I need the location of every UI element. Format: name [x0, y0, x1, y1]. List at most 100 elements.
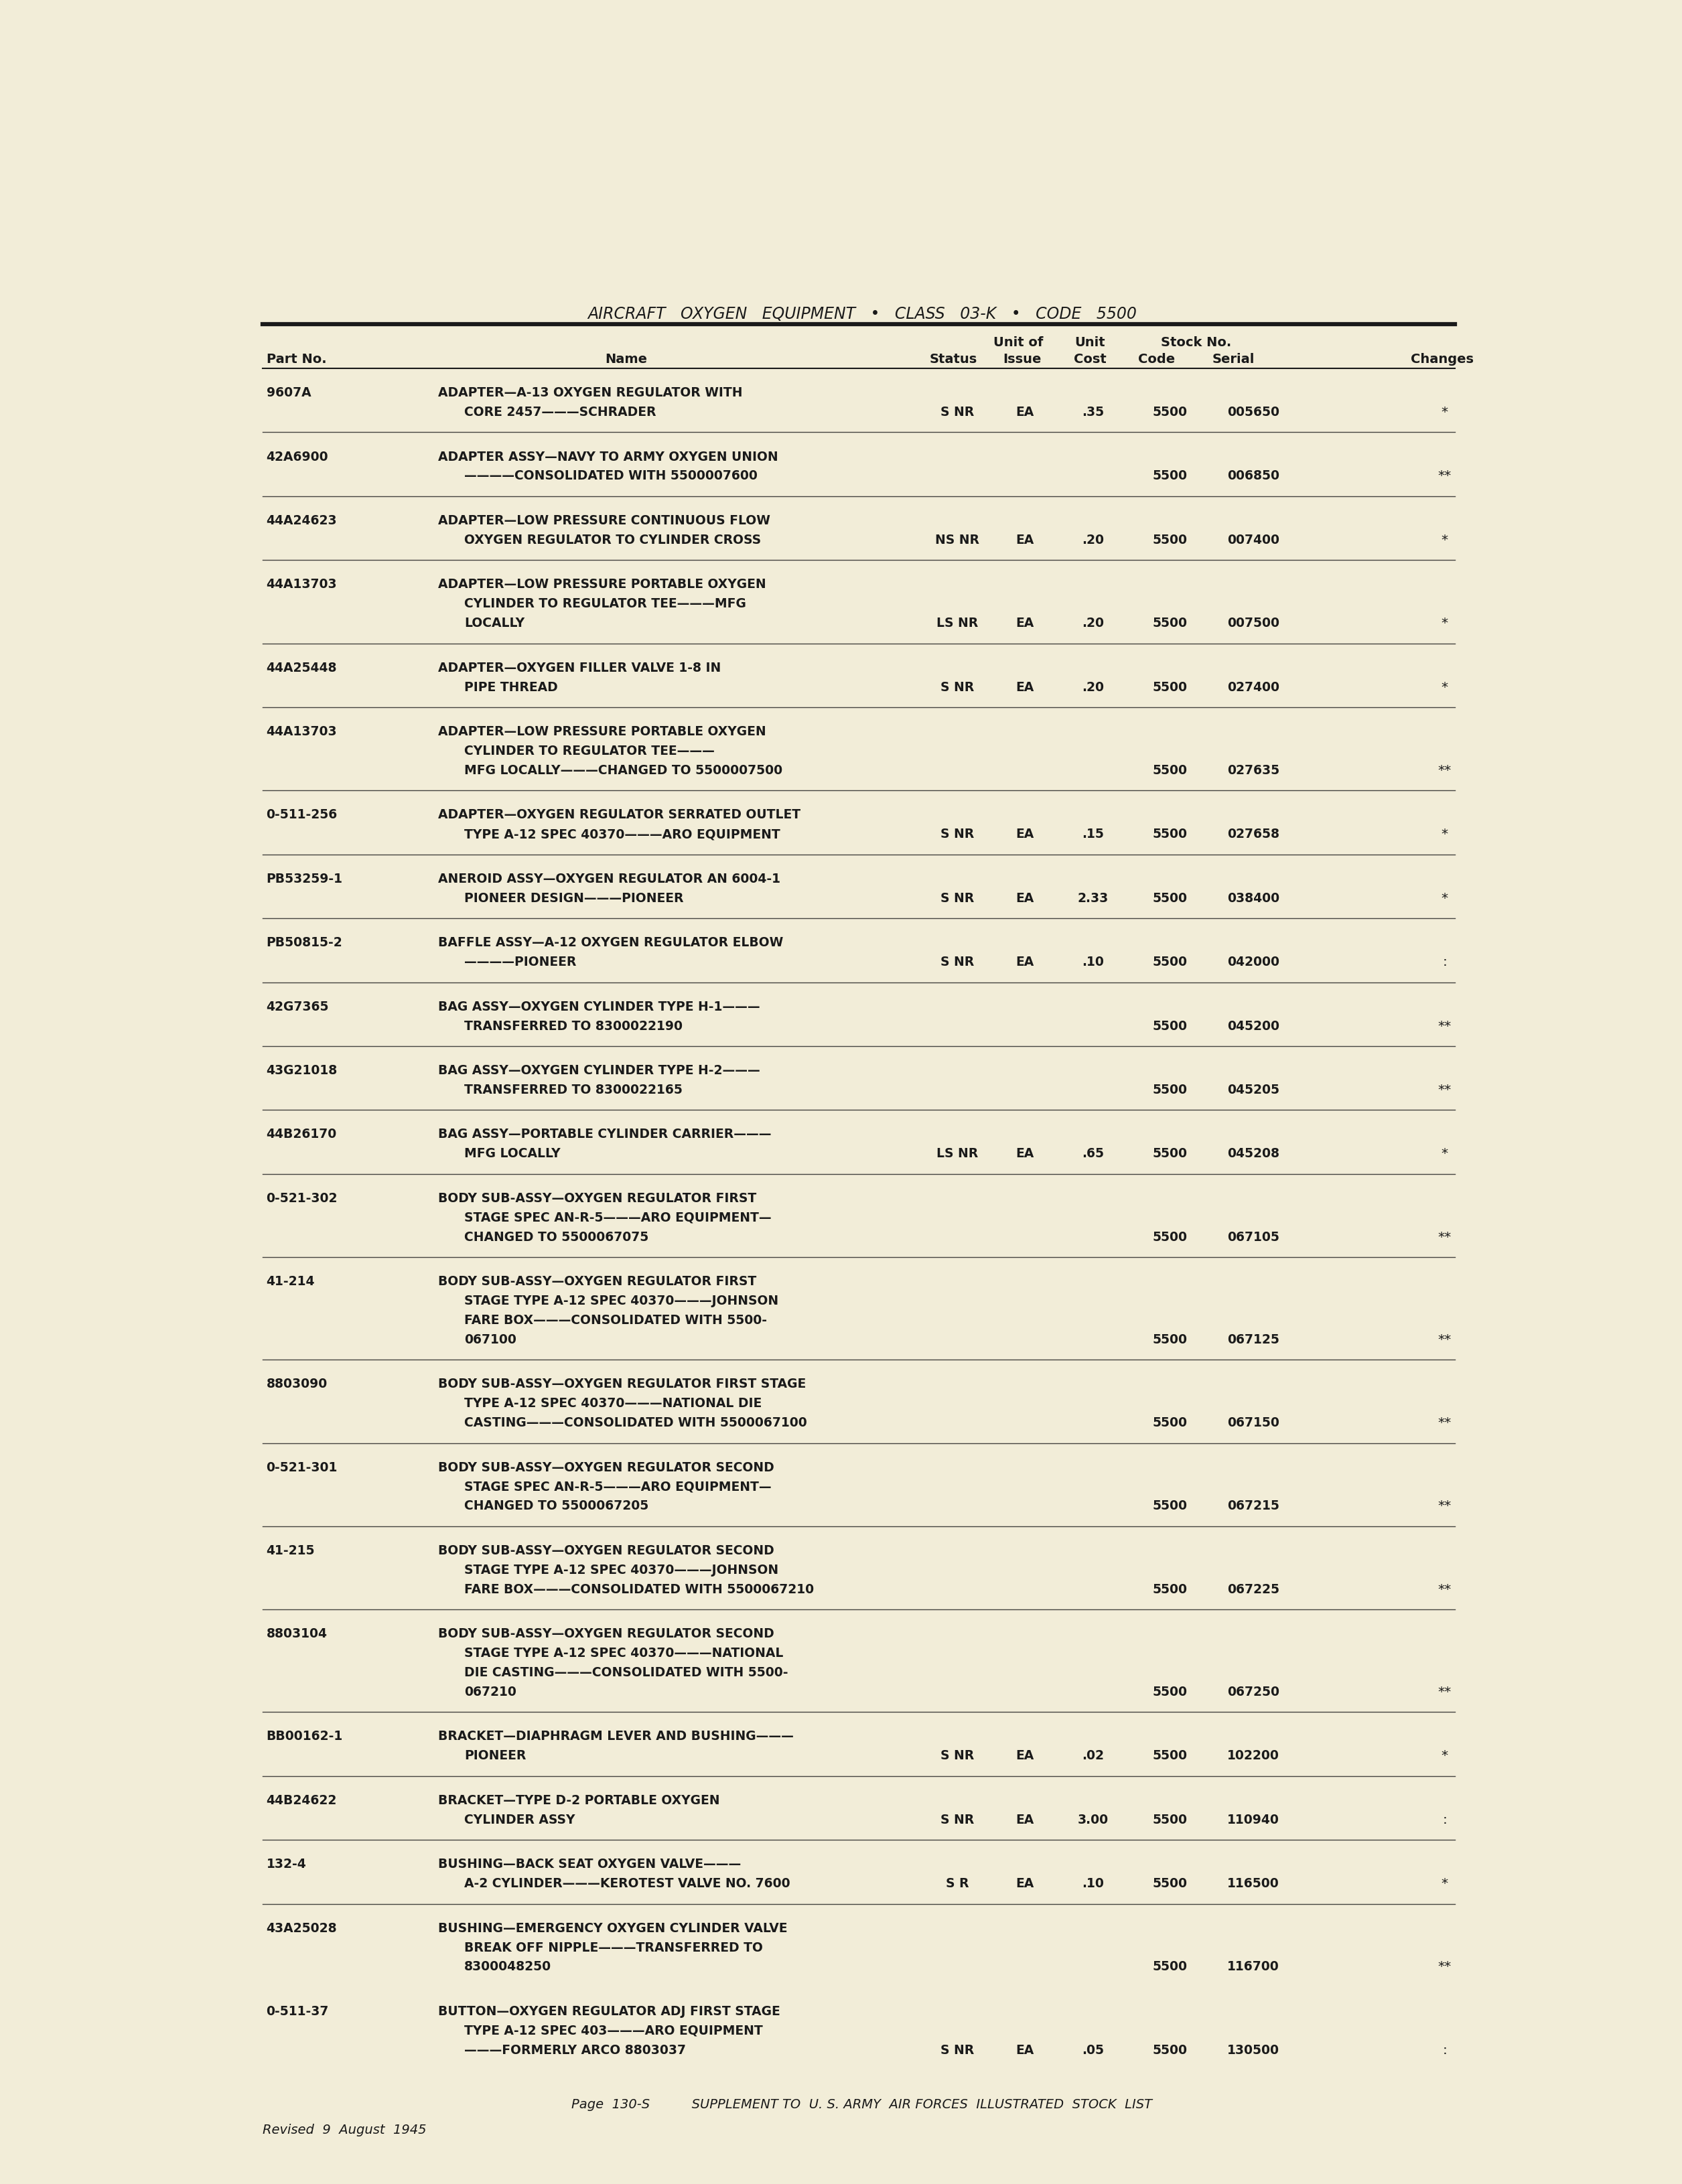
Text: EA: EA	[1016, 2044, 1034, 2057]
Text: 5500: 5500	[1152, 1813, 1187, 1826]
Text: EA: EA	[1016, 616, 1034, 629]
Text: PIPE THREAD: PIPE THREAD	[464, 681, 558, 695]
Text: 43A25028: 43A25028	[266, 1922, 336, 1935]
Text: Cost: Cost	[1073, 354, 1107, 365]
Text: 0-521-302: 0-521-302	[266, 1192, 338, 1206]
Text: 067125: 067125	[1228, 1332, 1280, 1345]
Text: 5500: 5500	[1152, 1961, 1187, 1974]
Text: EA: EA	[1016, 1813, 1034, 1826]
Text: 41-214: 41-214	[266, 1275, 315, 1289]
Text: S NR: S NR	[940, 681, 974, 695]
Text: S NR: S NR	[940, 891, 974, 904]
Text: ADAPTER—A-13 OXYGEN REGULATOR WITH: ADAPTER—A-13 OXYGEN REGULATOR WITH	[439, 387, 743, 400]
Text: 0-521-301: 0-521-301	[266, 1461, 338, 1474]
Text: 042000: 042000	[1228, 957, 1280, 968]
Text: BAFFLE ASSY—A-12 OXYGEN REGULATOR ELBOW: BAFFLE ASSY—A-12 OXYGEN REGULATOR ELBOW	[439, 937, 784, 950]
Text: *: *	[1441, 1878, 1448, 1889]
Text: 5500: 5500	[1152, 957, 1187, 968]
Text: 43G21018: 43G21018	[266, 1064, 338, 1077]
Text: ADAPTER—LOW PRESSURE CONTINUOUS FLOW: ADAPTER—LOW PRESSURE CONTINUOUS FLOW	[439, 515, 770, 526]
Text: ANEROID ASSY—OXYGEN REGULATOR AN 6004-1: ANEROID ASSY—OXYGEN REGULATOR AN 6004-1	[439, 874, 780, 885]
Text: 5500: 5500	[1152, 1020, 1187, 1033]
Text: 5500: 5500	[1152, 1878, 1187, 1889]
Text: Name: Name	[606, 354, 648, 365]
Text: :: :	[1443, 2044, 1447, 2057]
Text: BODY SUB-ASSY—OXYGEN REGULATOR SECOND: BODY SUB-ASSY—OXYGEN REGULATOR SECOND	[439, 1461, 774, 1474]
Text: .20: .20	[1082, 681, 1103, 695]
Text: BRACKET—TYPE D-2 PORTABLE OXYGEN: BRACKET—TYPE D-2 PORTABLE OXYGEN	[439, 1793, 720, 1806]
Text: STAGE TYPE A-12 SPEC 40370———JOHNSON: STAGE TYPE A-12 SPEC 40370———JOHNSON	[464, 1295, 779, 1308]
Text: EA: EA	[1016, 1749, 1034, 1762]
Text: CYLINDER TO REGULATOR TEE———: CYLINDER TO REGULATOR TEE———	[464, 745, 715, 758]
Text: Serial: Serial	[1213, 354, 1255, 365]
Text: **: **	[1438, 470, 1452, 483]
Text: PIONEER: PIONEER	[464, 1749, 526, 1762]
Text: 8803090: 8803090	[266, 1378, 328, 1391]
Text: 5500: 5500	[1152, 1500, 1187, 1514]
Text: **: **	[1438, 1961, 1452, 1974]
Text: 005650: 005650	[1228, 406, 1280, 419]
Text: PIONEER DESIGN———PIONEER: PIONEER DESIGN———PIONEER	[464, 891, 685, 904]
Text: EA: EA	[1016, 406, 1034, 419]
Text: BODY SUB-ASSY—OXYGEN REGULATOR FIRST: BODY SUB-ASSY—OXYGEN REGULATOR FIRST	[439, 1192, 757, 1206]
Text: CHANGED TO 5500067075: CHANGED TO 5500067075	[464, 1232, 649, 1243]
Text: 027400: 027400	[1228, 681, 1280, 695]
Text: BAG ASSY—PORTABLE CYLINDER CARRIER———: BAG ASSY—PORTABLE CYLINDER CARRIER———	[439, 1129, 772, 1140]
Text: STAGE SPEC AN-R-5———ARO EQUIPMENT—: STAGE SPEC AN-R-5———ARO EQUIPMENT—	[464, 1481, 772, 1494]
Text: 006850: 006850	[1228, 470, 1280, 483]
Text: EA: EA	[1016, 1878, 1034, 1889]
Text: ADAPTER—OXYGEN FILLER VALVE 1-8 IN: ADAPTER—OXYGEN FILLER VALVE 1-8 IN	[439, 662, 722, 675]
Text: BUSHING—BACK SEAT OXYGEN VALVE———: BUSHING—BACK SEAT OXYGEN VALVE———	[439, 1859, 742, 1872]
Text: A-2 CYLINDER———KEROTEST VALVE NO. 7600: A-2 CYLINDER———KEROTEST VALVE NO. 7600	[464, 1878, 791, 1889]
Text: STAGE SPEC AN-R-5———ARO EQUIPMENT—: STAGE SPEC AN-R-5———ARO EQUIPMENT—	[464, 1212, 772, 1223]
Text: S NR: S NR	[940, 1749, 974, 1762]
Text: EA: EA	[1016, 1147, 1034, 1160]
Text: Code: Code	[1139, 354, 1176, 365]
Text: ADAPTER—LOW PRESSURE PORTABLE OXYGEN: ADAPTER—LOW PRESSURE PORTABLE OXYGEN	[439, 725, 767, 738]
Text: 067105: 067105	[1228, 1232, 1280, 1243]
Text: TYPE A-12 SPEC 403———ARO EQUIPMENT: TYPE A-12 SPEC 403———ARO EQUIPMENT	[464, 2025, 764, 2038]
Text: CHANGED TO 5500067205: CHANGED TO 5500067205	[464, 1500, 649, 1514]
Text: .20: .20	[1082, 616, 1103, 629]
Text: 5500: 5500	[1152, 1417, 1187, 1428]
Text: LOCALLY: LOCALLY	[464, 616, 525, 629]
Text: TYPE A-12 SPEC 40370———NATIONAL DIE: TYPE A-12 SPEC 40370———NATIONAL DIE	[464, 1398, 762, 1411]
Text: ————PIONEER: ————PIONEER	[464, 957, 577, 968]
Text: 0-511-37: 0-511-37	[266, 2005, 330, 2018]
Text: S NR: S NR	[940, 957, 974, 968]
Text: 44A24623: 44A24623	[266, 515, 336, 526]
Text: 027635: 027635	[1228, 764, 1280, 778]
Text: .10: .10	[1082, 957, 1103, 968]
Text: Stock No.: Stock No.	[1161, 336, 1231, 349]
Text: S R: S R	[945, 1878, 969, 1889]
Text: .10: .10	[1082, 1878, 1103, 1889]
Text: 5500: 5500	[1152, 533, 1187, 546]
Text: .65: .65	[1082, 1147, 1103, 1160]
Text: 42A6900: 42A6900	[266, 450, 328, 463]
Text: BB00162-1: BB00162-1	[266, 1730, 343, 1743]
Text: **: **	[1438, 1332, 1452, 1345]
Text: 0-511-256: 0-511-256	[266, 808, 338, 821]
Text: Revised  9  August  1945: Revised 9 August 1945	[262, 2123, 426, 2136]
Text: LS NR: LS NR	[937, 1147, 977, 1160]
Text: *: *	[1441, 1749, 1448, 1762]
Text: CORE 2457———SCHRADER: CORE 2457———SCHRADER	[464, 406, 656, 419]
Text: **: **	[1438, 1686, 1452, 1699]
Text: 5500: 5500	[1152, 1686, 1187, 1699]
Text: **: **	[1438, 1232, 1452, 1243]
Text: 5500: 5500	[1152, 681, 1187, 695]
Text: *: *	[1441, 533, 1448, 546]
Text: 44A13703: 44A13703	[266, 579, 336, 592]
Text: 3.00: 3.00	[1076, 1813, 1108, 1826]
Text: AIRCRAFT   OXYGEN   EQUIPMENT   •   CLASS   03-K   •   CODE   5500: AIRCRAFT OXYGEN EQUIPMENT • CLASS 03-K •…	[587, 306, 1137, 321]
Text: 9607A: 9607A	[266, 387, 311, 400]
Text: 007500: 007500	[1228, 616, 1280, 629]
Text: ADAPTER ASSY—NAVY TO ARMY OXYGEN UNION: ADAPTER ASSY—NAVY TO ARMY OXYGEN UNION	[439, 450, 779, 463]
Text: Unit of: Unit of	[994, 336, 1043, 349]
Text: 8300048250: 8300048250	[464, 1961, 552, 1974]
Text: S NR: S NR	[940, 828, 974, 841]
Text: 007400: 007400	[1228, 533, 1280, 546]
Text: .20: .20	[1082, 533, 1103, 546]
Text: BREAK OFF NIPPLE———TRANSFERRED TO: BREAK OFF NIPPLE———TRANSFERRED TO	[464, 1942, 764, 1955]
Text: :: :	[1443, 1813, 1447, 1826]
